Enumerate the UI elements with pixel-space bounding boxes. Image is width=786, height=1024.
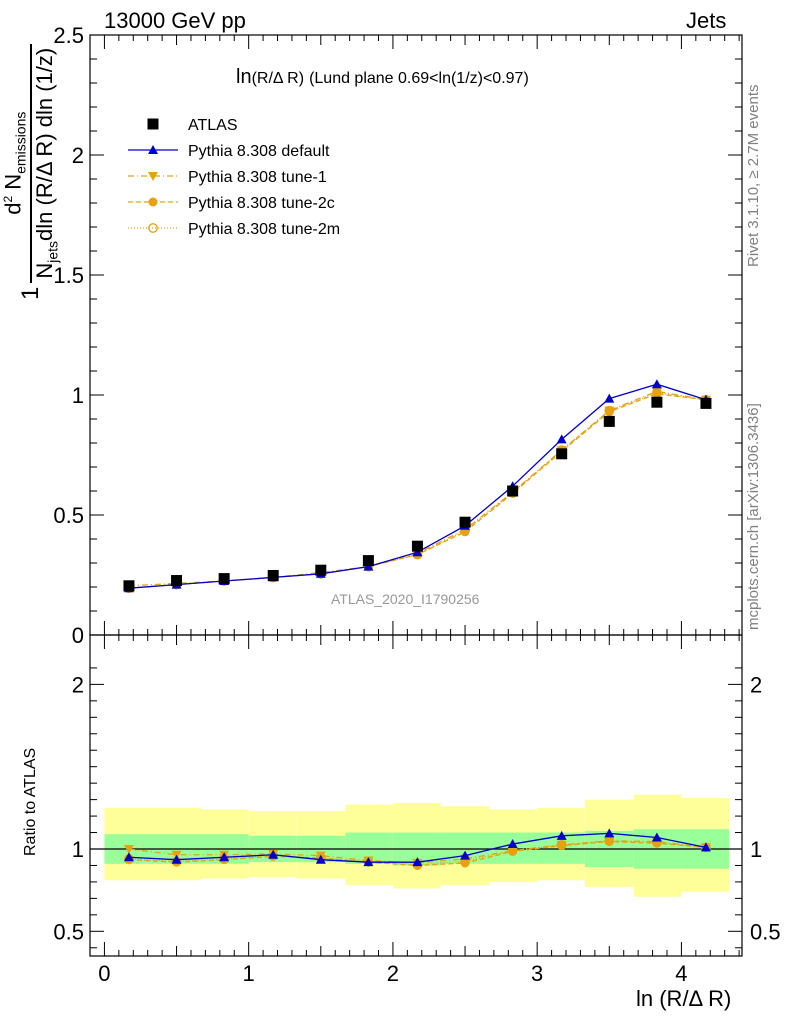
main-atlas-point [411, 540, 423, 552]
ratio-y-tick-label-right: 0.5 [750, 919, 781, 944]
main-atlas-point [123, 580, 135, 592]
y-label-prefix: 1 [16, 286, 44, 300]
ratio-pythia-8-308-default-point [171, 854, 182, 864]
legend-marker [148, 172, 158, 181]
y-axis-label-main: 1 d2 Nemissions Njetsdln (R/Δ R) dln (1/… [0, 43, 61, 300]
main-pythia-8-308-default-point [556, 434, 567, 444]
x-tick-label: 3 [531, 961, 543, 986]
y-den-rest: dln (R/Δ R) dln (1/z) [31, 47, 57, 241]
y-axis-label-ratio: Ratio to ATLAS [22, 747, 39, 856]
ratio-pythia-8-308-default-point [507, 839, 518, 849]
legend-label: Pythia 8.308 tune-1 [188, 169, 327, 186]
y-label-numerator: d2 Nemissions [0, 108, 29, 219]
y-label-fraction: d2 Nemissions Njetsdln (R/Δ R) dln (1/z) [0, 43, 61, 283]
main-pythia-8-308-tune-1-point [651, 387, 662, 397]
legend-marker [148, 145, 158, 154]
y-num-n: N [0, 173, 26, 196]
ratio-pythia-8-308-default-point [219, 852, 230, 862]
main-atlas-point [267, 569, 279, 581]
legend-label: ATLAS [188, 117, 238, 134]
ratio-pythia-8-308-default-point [651, 832, 662, 842]
ratio-pythia-8-308-default-point [315, 854, 326, 864]
y-den-n: N [31, 262, 57, 279]
header-observable: Jets [686, 8, 727, 33]
main-series-group [123, 379, 712, 594]
legend-marker [148, 197, 158, 207]
ratio-frame [89, 634, 743, 957]
x-axis-label: ln (R/Δ R) [636, 986, 732, 1011]
main-y-tick-label: 2 [72, 143, 84, 168]
main-y-tick-label: 1 [72, 383, 84, 408]
main-pythia-8-308-default-point [651, 379, 662, 389]
ratio-pythia-8-308-default-point [123, 852, 134, 862]
y-num-d: d [0, 202, 26, 215]
main-atlas-point [315, 564, 327, 576]
ratio-y-tick-label: 0.5 [53, 919, 84, 944]
main-y-tick-label: 0 [72, 623, 84, 648]
mcplots-label: mcplots.cern.ch [arXiv:1306.3436] [745, 403, 762, 630]
ratio-pythia-8-308-default-point [556, 830, 567, 840]
ratio-y-tick-label-right: 1 [750, 837, 762, 862]
header-process: 13000 GeV pp [104, 8, 246, 33]
legend-label: Pythia 8.308 tune-2m [188, 221, 340, 238]
main-atlas-point [459, 516, 471, 528]
ratio-pythia-8-308-default-point [604, 828, 615, 838]
y-num-sub: emissions [12, 111, 29, 174]
main-atlas-point [651, 396, 663, 408]
plot-title: ln(R/Δ R) (Lund plane 0.69<ln(1/z)<0.97) [236, 66, 529, 89]
ratio-uncertainty-bands [104, 794, 730, 897]
main-atlas-point [556, 448, 568, 460]
plot-title-main: ln [236, 66, 252, 88]
main-y-tick-label: 1.5 [53, 263, 84, 288]
legend: ATLAS Pythia 8.308 default Pythia 8.308 tu… [128, 117, 340, 238]
ratio-pythia-8-308-default-point [412, 857, 423, 867]
main-y-tick-label: 2.5 [53, 23, 84, 48]
ratio-pythia-8-308-default-point [460, 850, 471, 860]
ratio-pythia-8-308-tune-1-point [123, 845, 134, 854]
plot-frames [89, 34, 743, 957]
main-atlas-point [700, 397, 712, 409]
main-atlas-point [507, 485, 519, 497]
rivet-version-label: Rivet 3.1.10, ≥ 2.7M events [745, 84, 762, 268]
main-atlas-point [218, 573, 230, 585]
ratio-series-group [123, 828, 711, 870]
plot-title-rest: (Lund plane 0.69<ln(1/z)<0.97) [309, 70, 529, 87]
ratio-pythia-8-308-default-point [268, 849, 279, 859]
x-tick-label: 1 [243, 961, 255, 986]
legend-label: Pythia 8.308 default [188, 143, 330, 160]
main-pythia-8-308-default-point [604, 393, 615, 403]
main-atlas-point [603, 415, 615, 427]
axis-ticks: 0 0.5 1 1.5 2 2.5 0 1 2 3 4 0.5 0.5 1 1 2 2 [53, 23, 780, 986]
ratio-pythia-8-308-default-point [363, 857, 374, 867]
ratio-y-tick-label-right: 2 [750, 672, 762, 697]
x-tick-label: 4 [675, 961, 687, 986]
x-tick-label: 0 [98, 961, 110, 986]
main-atlas-point [362, 555, 374, 567]
ratio-pythia-8-308-tune-1-point [604, 836, 615, 846]
main-pythia-8-308-tune-1-point [604, 406, 615, 416]
ratio-pythia-8-308-tune-1-point [556, 840, 567, 850]
legend-label: Pythia 8.308 tune-2c [188, 195, 335, 212]
main-y-tick-label: 0.5 [53, 503, 84, 528]
plot-title-paren: (R/Δ R) [251, 70, 305, 87]
main-atlas-point [171, 575, 183, 587]
x-tick-label: 2 [387, 961, 399, 986]
ratio-y-tick-label: 1 [72, 837, 84, 862]
legend-marker [148, 223, 158, 233]
ratio-y-tick-label: 2 [72, 672, 84, 697]
analysis-watermark: ATLAS_2020_I1790256 [331, 591, 480, 607]
y-den-sub: jets [44, 240, 61, 263]
legend-marker [147, 118, 159, 130]
ratio-pythia-8-308-default-point [700, 842, 711, 852]
y-label-denominator: Njetsdln (R/Δ R) dln (1/z) [31, 44, 61, 283]
ratio-pythia-8-308-tune-1-point [507, 846, 518, 856]
y-num-sup: 2 [1, 195, 15, 203]
